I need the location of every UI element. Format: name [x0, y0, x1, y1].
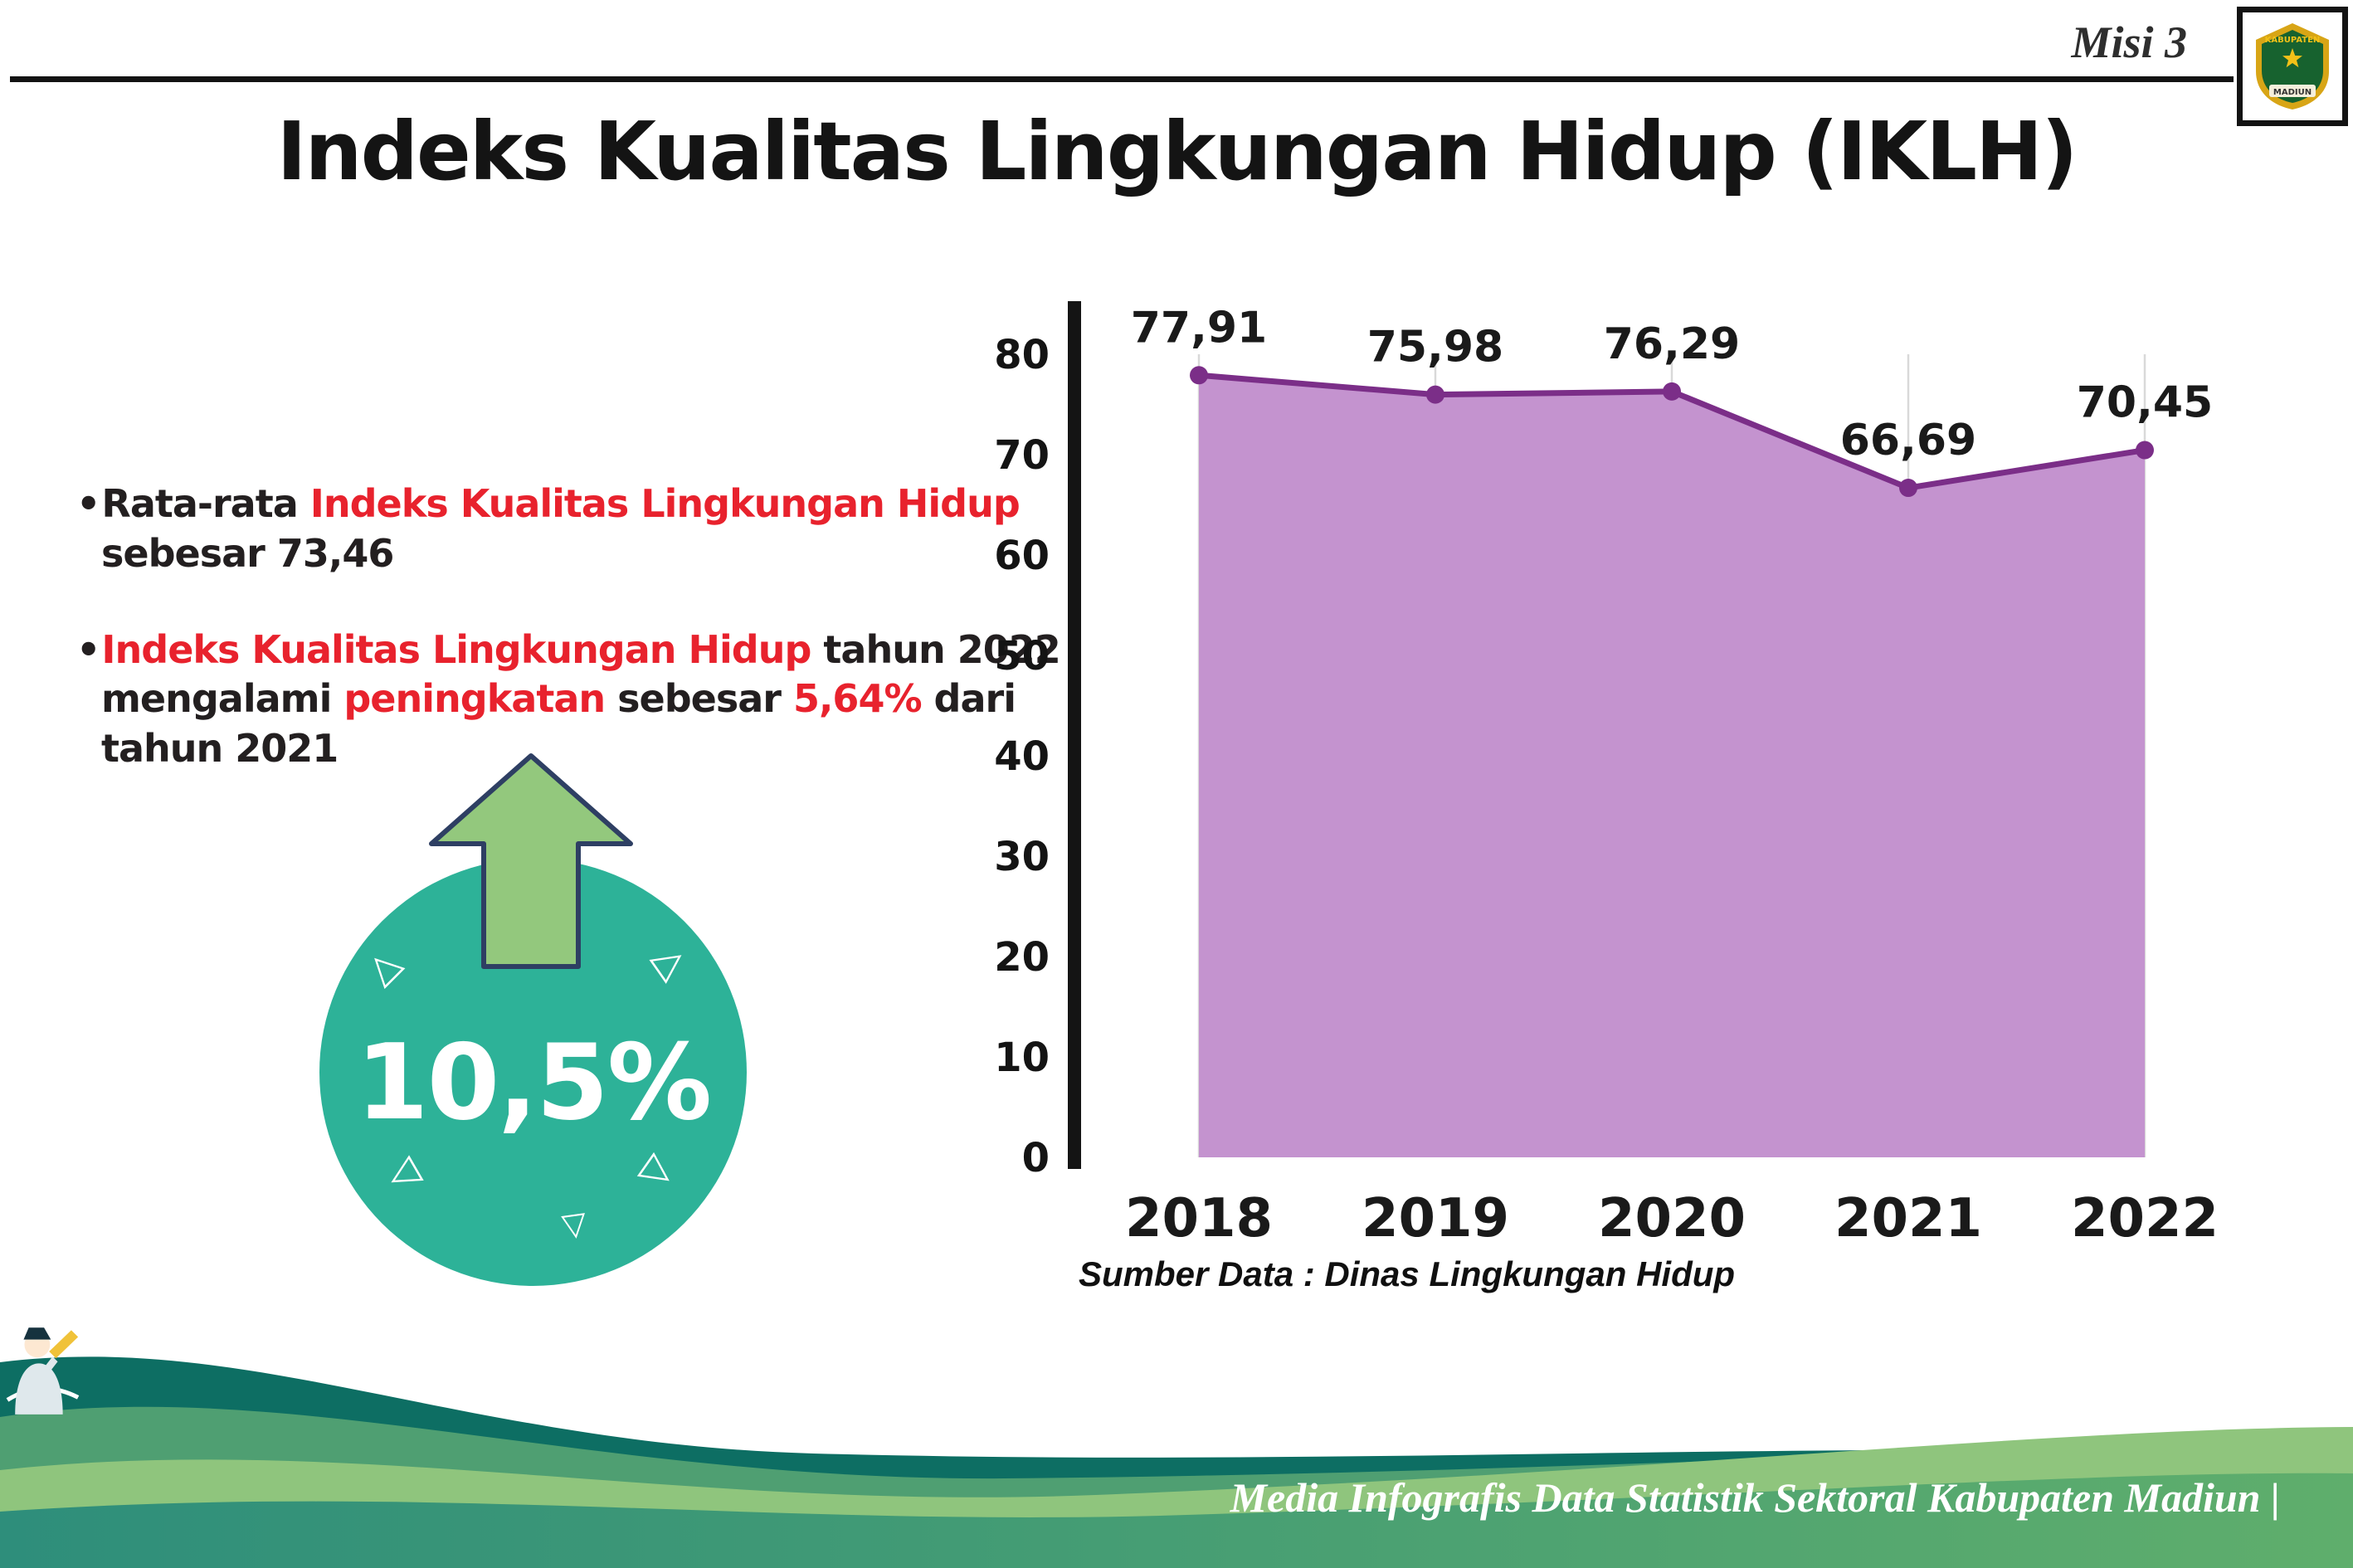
y-tick-label-80: 80 — [994, 332, 1050, 378]
chart-area — [1199, 375, 2145, 1157]
data-point-2022 — [2136, 441, 2154, 460]
y-tick-label-70: 70 — [994, 432, 1050, 479]
increase-badge: ▷ ▷ ▷ ▷ ▷ 10,5% — [319, 753, 747, 1286]
x-tick-label-2018: 2018 — [1125, 1188, 1273, 1249]
x-tick-label-2021: 2021 — [1834, 1188, 1982, 1249]
kabupaten-madiun-logo: KABUPATEN MADIUN — [2237, 7, 2348, 126]
mascot-icon — [6, 1327, 80, 1415]
emblem-madiun-text: MADIUN — [2273, 88, 2312, 97]
value-label-2018: 77,91 — [1131, 303, 1267, 353]
footer-banner: Media Infografis Data Statistik Sektoral… — [0, 1319, 2353, 1568]
footer-waves — [0, 1356, 2353, 1568]
emblem-kabupaten-text: KABUPATEN — [2265, 36, 2321, 45]
value-label-2021: 66,69 — [1840, 416, 1976, 465]
iklh-area-chart: 0 10 20 30 40 50 60 70 80 2018 2019 2020 2021 2022 77,… — [994, 301, 2219, 1249]
y-tick-label-40: 40 — [994, 733, 1050, 780]
x-tick-label-2019: 2019 — [1362, 1188, 1509, 1249]
y-tick-label-50: 50 — [994, 633, 1050, 679]
page-title: Indeks Kualitas Lingkungan Hidup (IKLH) — [276, 105, 2078, 198]
bullet-item: •Rata-rata Indeks Kualitas Lingkungan Hi… — [76, 481, 1021, 576]
up-arrow-shape — [429, 753, 633, 969]
header-rule — [10, 76, 2234, 82]
data-point-2021 — [1899, 479, 1917, 498]
data-point-2018 — [1190, 366, 1208, 385]
data-point-2020 — [1663, 382, 1681, 401]
footer-caption: Media Infografis Data Statistik Sektoral… — [1230, 1474, 2280, 1521]
data-point-2019 — [1426, 385, 1444, 404]
bullet-item: •Indeks Kualitas Lingkungan Hidup tahun … — [76, 626, 1061, 772]
bullets: •Rata-rata Indeks Kualitas Lingkungan Hi… — [76, 480, 1080, 821]
iklh-chart: 0 10 20 30 40 50 60 70 80 2018 2019 2020 2021 2022 77,… — [938, 286, 2265, 1315]
y-tick-label-0: 0 — [1022, 1135, 1050, 1181]
madiun-emblem-icon: KABUPATEN MADIUN — [2256, 23, 2329, 110]
wave-band — [0, 1473, 2353, 1568]
value-label-2022: 70,45 — [2077, 378, 2213, 428]
data-source: Sumber Data : Dinas Lingkungan Hidup — [1079, 1254, 1736, 1293]
x-tick-label-2020: 2020 — [1598, 1188, 1746, 1249]
y-tick-label-10: 10 — [994, 1035, 1050, 1081]
tick-triangle-icon: ▷ — [557, 1211, 597, 1241]
value-label-2019: 75,98 — [1367, 323, 1503, 373]
up-arrow-icon — [429, 753, 633, 969]
y-tick-label-20: 20 — [994, 934, 1050, 981]
value-label-2020: 76,29 — [1604, 319, 1740, 369]
emblem-star-icon — [2282, 48, 2302, 68]
y-tick-label-30: 30 — [994, 834, 1050, 880]
y-tick-label-60: 60 — [994, 533, 1050, 579]
misi-label: Misi 3 — [2071, 17, 2187, 67]
badge-value: 10,5% — [355, 1021, 712, 1143]
x-tick-label-2022: 2022 — [2071, 1188, 2219, 1249]
